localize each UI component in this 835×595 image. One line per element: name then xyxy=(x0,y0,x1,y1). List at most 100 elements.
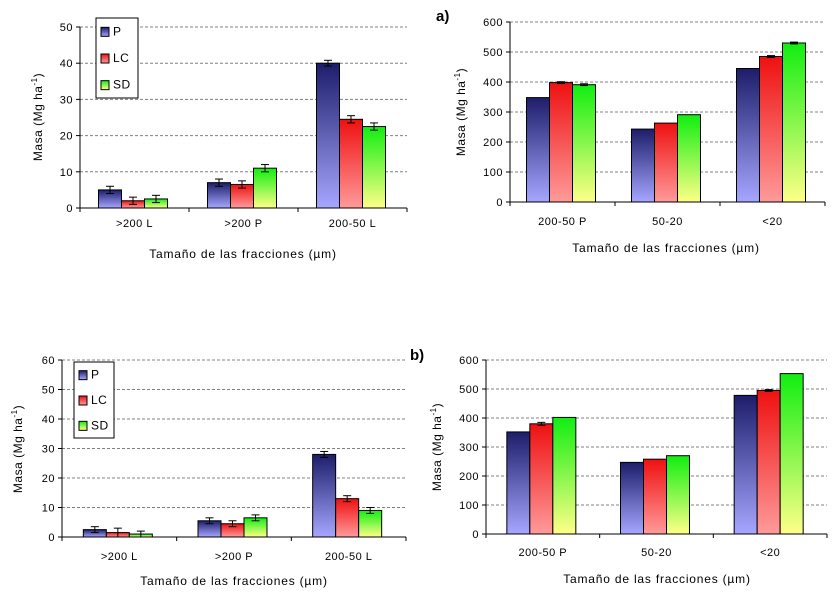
bar-sd-0 xyxy=(552,416,577,535)
bar-sd-1 xyxy=(677,114,701,203)
x-axis-label: Tamaño de las fracciones (µm) xyxy=(140,574,328,588)
legend: P LC SD xyxy=(73,361,115,439)
bar-lc-1 xyxy=(643,458,667,535)
y-axis-label-sup: -1 xyxy=(429,407,438,415)
bar-lc-2 xyxy=(756,389,781,535)
legend-label-sd: SD xyxy=(91,418,109,432)
bar-sd-2 xyxy=(779,373,804,535)
x-tick-label: 200-50 L xyxy=(325,551,372,563)
x-tick-label: >200 P xyxy=(215,551,253,563)
y-axis-label-main: Masa (Mg ha xyxy=(430,416,444,492)
chart-a-left: 0 10 20 30 40 50 >200 L >200 P 200-50 L Tamaño de… xyxy=(30,17,408,261)
x-tick-label: >200 L xyxy=(116,218,153,230)
x-tick-label: 50-20 xyxy=(641,547,672,559)
y-tick-label: 50 xyxy=(42,385,55,397)
y-tick-label: 600 xyxy=(459,355,479,367)
bar-p-2 xyxy=(736,68,760,203)
legend-swatch-sd xyxy=(78,420,88,431)
y-tick-label: 0 xyxy=(66,203,73,215)
x-axis-label: Tamaño de las fracciones (µm) xyxy=(563,572,751,586)
x-tick-label: 200-50 L xyxy=(329,218,376,230)
y-tick-label: 300 xyxy=(459,442,479,454)
y-tick-label: 30 xyxy=(42,444,55,456)
y-axis-label-main: Masa (Mg ha xyxy=(11,418,25,494)
y-tick-label: 200 xyxy=(483,137,503,149)
y-axis-label-end: ) xyxy=(11,405,25,410)
y-axis-label-end: ) xyxy=(31,73,45,78)
y-tick-label: 400 xyxy=(483,77,503,89)
bar-sd-2 xyxy=(782,42,806,203)
bar-p-1 xyxy=(631,128,655,203)
legend-swatch-sd xyxy=(100,80,110,91)
y-tick-label: 100 xyxy=(459,500,479,512)
bar-sd-2 xyxy=(362,126,386,209)
x-tick-label: >200 P xyxy=(224,218,262,230)
bar-lc-2 xyxy=(339,118,363,209)
y-tick-label: 60 xyxy=(42,355,55,367)
legend-label-p: P xyxy=(113,24,122,38)
x-tick-label: <20 xyxy=(760,547,780,559)
y-axis-label: Masa (Mg ha-1) xyxy=(453,68,468,156)
y-axis-label-end: ) xyxy=(430,403,444,408)
bar-p-1 xyxy=(620,461,644,535)
y-tick-label: 10 xyxy=(60,167,73,179)
legend-label-p: P xyxy=(91,368,100,382)
y-tick-label: 500 xyxy=(483,47,503,59)
chart-b-right: 0 100 200 300 400 500 600 200-50 P 50-20 <20 Tamañ… xyxy=(429,355,828,586)
y-tick-label: 400 xyxy=(459,413,479,425)
bar-lc-2 xyxy=(335,498,360,538)
bar-p-2 xyxy=(316,62,340,209)
x-tick-label: 200-50 P xyxy=(519,547,568,559)
legend-swatch-lc xyxy=(100,53,110,64)
y-axis-label: Masa (Mg ha-1) xyxy=(30,73,45,161)
y-tick-label: 20 xyxy=(42,473,55,485)
y-tick-label: 40 xyxy=(60,58,73,70)
y-tick-label: 20 xyxy=(60,131,73,143)
chart-a-right: 0 100 200 300 400 500 600 200-50 P 50-20 <20 Tamañ… xyxy=(453,17,826,255)
y-axis-label-sup: -1 xyxy=(30,77,39,85)
bar-lc-2 xyxy=(759,56,783,203)
legend-label-lc: LC xyxy=(91,393,107,407)
chart-b-left: 0 10 20 30 40 50 60 >200 L >200 P 200-50 L Tamaño … xyxy=(10,355,407,588)
y-axis-label-main: Masa (Mg ha xyxy=(454,81,468,157)
y-tick-label: 50 xyxy=(60,22,73,34)
y-axis-label: Masa (Mg ha-1) xyxy=(10,405,25,493)
bar-p-2 xyxy=(733,394,758,535)
y-tick-label: 0 xyxy=(472,529,479,541)
bar-p-2 xyxy=(312,453,337,538)
legend: P LC SD xyxy=(95,17,139,99)
x-axis-label: Tamaño de las fracciones (µm) xyxy=(572,241,760,255)
legend-swatch-p xyxy=(78,370,88,381)
bar-lc-0 xyxy=(549,82,573,203)
y-tick-label: 0 xyxy=(496,197,503,209)
y-tick-label: 0 xyxy=(48,532,55,544)
bar-sd-0 xyxy=(572,84,596,203)
y-tick-label: 10 xyxy=(42,503,55,515)
x-axis-label: Tamaño de las fracciones (µm) xyxy=(149,247,337,261)
panel-label-b: b) xyxy=(410,347,424,364)
bar-sd-1 xyxy=(253,167,277,209)
y-axis-label-main: Masa (Mg ha xyxy=(31,86,45,162)
legend-swatch-lc xyxy=(78,395,88,406)
y-tick-label: 100 xyxy=(483,167,503,179)
legend-label-sd: SD xyxy=(113,78,131,92)
bar-sd-2 xyxy=(358,509,383,538)
bar-sd-1 xyxy=(666,455,690,535)
legend-swatch-p xyxy=(100,26,110,37)
y-axis-label: Masa (Mg ha-1) xyxy=(429,403,444,491)
y-tick-label: 40 xyxy=(42,414,55,426)
bar-p-0 xyxy=(506,431,531,535)
y-tick-label: 500 xyxy=(459,384,479,396)
y-tick-label: 600 xyxy=(483,17,503,29)
x-tick-label: <20 xyxy=(762,216,782,228)
y-tick-label: 200 xyxy=(459,471,479,483)
bar-lc-1 xyxy=(654,122,678,203)
panel-label-a: a) xyxy=(436,8,449,25)
bar-p-0 xyxy=(526,97,550,203)
x-tick-label: 200-50 P xyxy=(538,216,587,228)
y-axis-label-end: ) xyxy=(454,68,468,73)
y-axis-label-sup: -1 xyxy=(453,72,462,80)
y-axis-label-sup: -1 xyxy=(10,409,19,417)
y-tick-label: 300 xyxy=(483,107,503,119)
